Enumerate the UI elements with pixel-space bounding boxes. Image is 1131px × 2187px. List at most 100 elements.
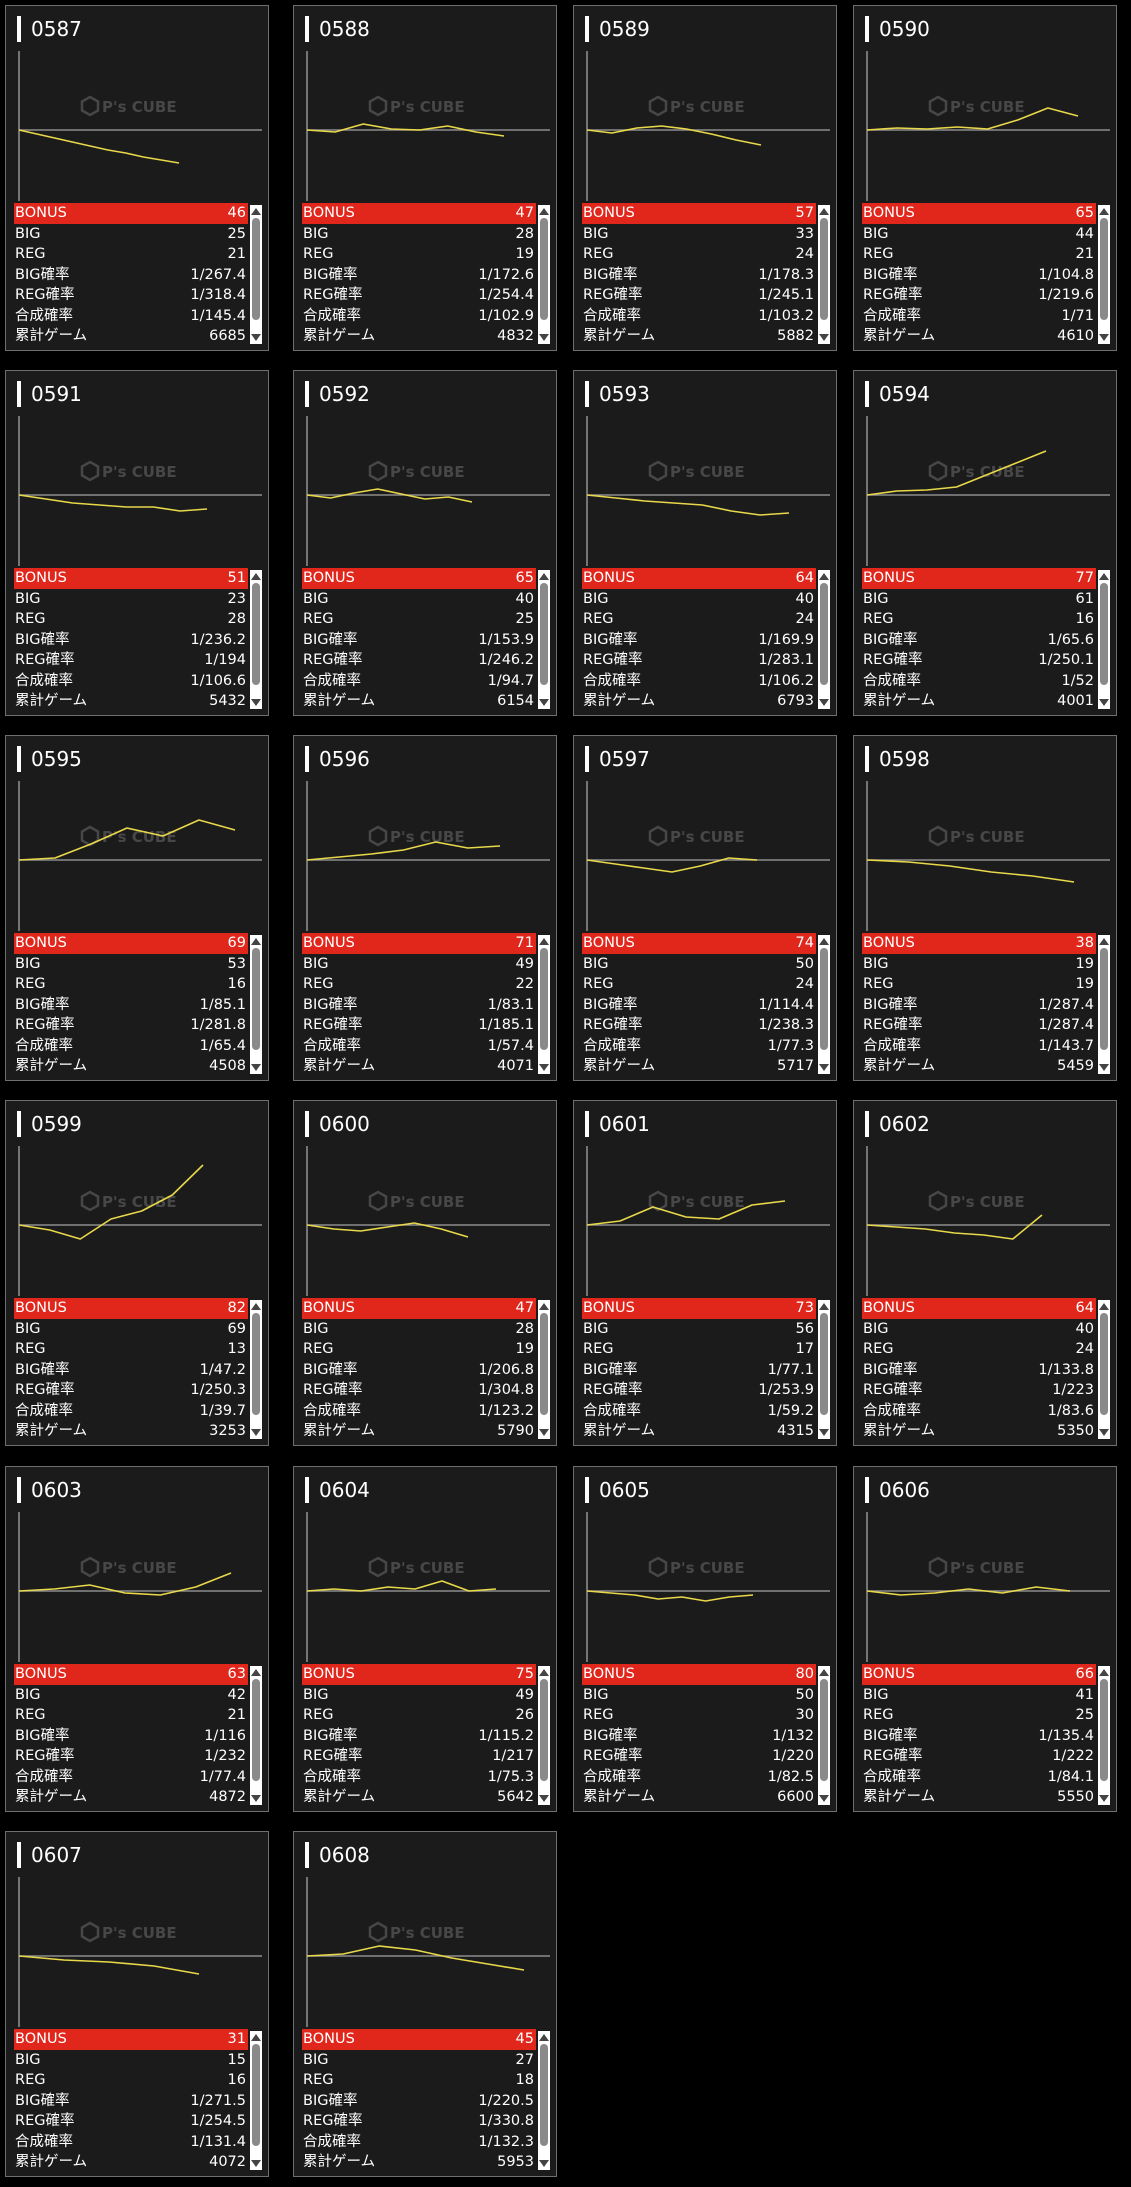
scroll-up-arrow-icon[interactable] bbox=[819, 938, 829, 945]
scroll-down-arrow-icon[interactable] bbox=[1099, 699, 1109, 706]
stats-scrollbar[interactable] bbox=[818, 570, 830, 709]
scroll-thumb[interactable] bbox=[252, 218, 260, 320]
scroll-thumb[interactable] bbox=[252, 1313, 260, 1415]
scroll-up-arrow-icon[interactable] bbox=[251, 573, 261, 580]
scroll-down-arrow-icon[interactable] bbox=[251, 699, 261, 706]
scroll-thumb[interactable] bbox=[540, 1313, 548, 1415]
stats-scrollbar[interactable] bbox=[250, 935, 262, 1074]
stats-scrollbar[interactable] bbox=[818, 1666, 830, 1805]
machine-card[interactable]: 0591 P's CUBE BONUS 51 BIG 23 REG 28 BIG確率 1/236.… bbox=[5, 370, 269, 716]
machine-card[interactable]: 0608 P's CUBE BONUS 45 BIG 27 REG 18 BIG確率 1/220.… bbox=[293, 1831, 557, 2177]
scroll-up-arrow-icon[interactable] bbox=[539, 1303, 549, 1310]
scroll-up-arrow-icon[interactable] bbox=[1099, 208, 1109, 215]
scroll-down-arrow-icon[interactable] bbox=[819, 1795, 829, 1802]
scroll-up-arrow-icon[interactable] bbox=[539, 208, 549, 215]
machine-card[interactable]: 0607 P's CUBE BONUS 31 BIG 15 REG 16 BIG確率 1/271.… bbox=[5, 1831, 269, 2177]
scroll-up-arrow-icon[interactable] bbox=[1099, 938, 1109, 945]
scroll-down-arrow-icon[interactable] bbox=[539, 2160, 549, 2167]
machine-card[interactable]: 0589 P's CUBE BONUS 57 BIG 33 REG 24 BIG確率 1/178.… bbox=[573, 5, 837, 351]
scroll-thumb[interactable] bbox=[540, 1679, 548, 1781]
machine-card[interactable]: 0588 P's CUBE BONUS 47 BIG 28 REG 19 BIG確率 1/172.… bbox=[293, 5, 557, 351]
scroll-up-arrow-icon[interactable] bbox=[251, 1303, 261, 1310]
scroll-thumb[interactable] bbox=[252, 2044, 260, 2146]
scroll-down-arrow-icon[interactable] bbox=[251, 1064, 261, 1071]
scroll-down-arrow-icon[interactable] bbox=[251, 1429, 261, 1436]
scroll-down-arrow-icon[interactable] bbox=[539, 699, 549, 706]
machine-card[interactable]: 0604 P's CUBE BONUS 75 BIG 49 REG 26 BIG確率 1/115.… bbox=[293, 1466, 557, 1812]
scroll-down-arrow-icon[interactable] bbox=[1099, 1429, 1109, 1436]
stats-scrollbar[interactable] bbox=[818, 1300, 830, 1439]
stats-scrollbar[interactable] bbox=[538, 570, 550, 709]
scroll-up-arrow-icon[interactable] bbox=[539, 938, 549, 945]
machine-card[interactable]: 0594 P's CUBE BONUS 77 BIG 61 REG 16 BIG確率 1/65.6… bbox=[853, 370, 1117, 716]
machine-card[interactable]: 0599 P's CUBE BONUS 82 BIG 69 REG 13 BIG確率 1/47.2… bbox=[5, 1100, 269, 1446]
stats-scrollbar[interactable] bbox=[250, 1666, 262, 1805]
stats-scrollbar[interactable] bbox=[1098, 1666, 1110, 1805]
scroll-down-arrow-icon[interactable] bbox=[819, 1429, 829, 1436]
scroll-down-arrow-icon[interactable] bbox=[539, 1429, 549, 1436]
scroll-thumb[interactable] bbox=[540, 583, 548, 685]
machine-card[interactable]: 0598 P's CUBE BONUS 38 BIG 19 REG 19 BIG確率 1/287.… bbox=[853, 735, 1117, 1081]
stats-scrollbar[interactable] bbox=[538, 205, 550, 344]
stats-scrollbar[interactable] bbox=[538, 935, 550, 1074]
machine-card[interactable]: 0587 P's CUBE BONUS 46 BIG 25 REG 21 BIG確率 1/267.… bbox=[5, 5, 269, 351]
scroll-thumb[interactable] bbox=[1100, 583, 1108, 685]
scroll-thumb[interactable] bbox=[540, 2044, 548, 2146]
machine-card[interactable]: 0606 P's CUBE BONUS 66 BIG 41 REG 25 BIG確率 1/135.… bbox=[853, 1466, 1117, 1812]
stats-scrollbar[interactable] bbox=[250, 2031, 262, 2170]
machine-card[interactable]: 0592 P's CUBE BONUS 65 BIG 40 REG 25 BIG確率 1/153.… bbox=[293, 370, 557, 716]
scroll-down-arrow-icon[interactable] bbox=[251, 1795, 261, 1802]
stats-scrollbar[interactable] bbox=[818, 935, 830, 1074]
scroll-up-arrow-icon[interactable] bbox=[539, 573, 549, 580]
machine-card[interactable]: 0600 P's CUBE BONUS 47 BIG 28 REG 19 BIG確率 1/206.… bbox=[293, 1100, 557, 1446]
stats-scrollbar[interactable] bbox=[1098, 935, 1110, 1074]
scroll-up-arrow-icon[interactable] bbox=[539, 1669, 549, 1676]
stats-scrollbar[interactable] bbox=[1098, 205, 1110, 344]
scroll-thumb[interactable] bbox=[820, 1313, 828, 1415]
scroll-down-arrow-icon[interactable] bbox=[251, 334, 261, 341]
machine-card[interactable]: 0590 P's CUBE BONUS 65 BIG 44 REG 21 BIG確率 1/104.… bbox=[853, 5, 1117, 351]
scroll-thumb[interactable] bbox=[1100, 1313, 1108, 1415]
scroll-down-arrow-icon[interactable] bbox=[539, 334, 549, 341]
stats-scrollbar[interactable] bbox=[250, 1300, 262, 1439]
machine-card[interactable]: 0597 P's CUBE BONUS 74 BIG 50 REG 24 BIG確率 1/114.… bbox=[573, 735, 837, 1081]
machine-card[interactable]: 0593 P's CUBE BONUS 64 BIG 40 REG 24 BIG確率 1/169.… bbox=[573, 370, 837, 716]
scroll-thumb[interactable] bbox=[540, 218, 548, 320]
machine-card[interactable]: 0595 P's CUBE BONUS 69 BIG 53 REG 16 BIG確率 1/85.1… bbox=[5, 735, 269, 1081]
machine-card[interactable]: 0602 P's CUBE BONUS 64 BIG 40 REG 24 BIG確率 1/133.… bbox=[853, 1100, 1117, 1446]
scroll-up-arrow-icon[interactable] bbox=[1099, 573, 1109, 580]
scroll-down-arrow-icon[interactable] bbox=[1099, 1064, 1109, 1071]
scroll-thumb[interactable] bbox=[1100, 218, 1108, 320]
machine-card[interactable]: 0596 P's CUBE BONUS 71 BIG 49 REG 22 BIG確率 1/83.1… bbox=[293, 735, 557, 1081]
scroll-up-arrow-icon[interactable] bbox=[251, 938, 261, 945]
scroll-down-arrow-icon[interactable] bbox=[1099, 1795, 1109, 1802]
scroll-thumb[interactable] bbox=[820, 583, 828, 685]
stats-scrollbar[interactable] bbox=[538, 1300, 550, 1439]
stats-scrollbar[interactable] bbox=[250, 205, 262, 344]
scroll-down-arrow-icon[interactable] bbox=[1099, 334, 1109, 341]
scroll-up-arrow-icon[interactable] bbox=[1099, 1669, 1109, 1676]
scroll-up-arrow-icon[interactable] bbox=[251, 2034, 261, 2041]
scroll-up-arrow-icon[interactable] bbox=[251, 208, 261, 215]
scroll-thumb[interactable] bbox=[820, 1679, 828, 1781]
scroll-thumb[interactable] bbox=[540, 948, 548, 1050]
stats-scrollbar[interactable] bbox=[818, 205, 830, 344]
scroll-up-arrow-icon[interactable] bbox=[819, 1669, 829, 1676]
scroll-down-arrow-icon[interactable] bbox=[819, 1064, 829, 1071]
scroll-down-arrow-icon[interactable] bbox=[539, 1064, 549, 1071]
scroll-down-arrow-icon[interactable] bbox=[251, 2160, 261, 2167]
scroll-down-arrow-icon[interactable] bbox=[539, 1795, 549, 1802]
scroll-thumb[interactable] bbox=[820, 948, 828, 1050]
scroll-thumb[interactable] bbox=[1100, 948, 1108, 1050]
stats-scrollbar[interactable] bbox=[250, 570, 262, 709]
stats-scrollbar[interactable] bbox=[538, 2031, 550, 2170]
scroll-up-arrow-icon[interactable] bbox=[251, 1669, 261, 1676]
scroll-up-arrow-icon[interactable] bbox=[1099, 1303, 1109, 1310]
scroll-thumb[interactable] bbox=[252, 948, 260, 1050]
machine-card[interactable]: 0605 P's CUBE BONUS 80 BIG 50 REG 30 BIG確率 1/132 R… bbox=[573, 1466, 837, 1812]
stats-scrollbar[interactable] bbox=[1098, 1300, 1110, 1439]
machine-card[interactable]: 0603 P's CUBE BONUS 63 BIG 42 REG 21 BIG確率 1/116 R… bbox=[5, 1466, 269, 1812]
scroll-thumb[interactable] bbox=[820, 218, 828, 320]
stats-scrollbar[interactable] bbox=[538, 1666, 550, 1805]
machine-card[interactable]: 0601 P's CUBE BONUS 73 BIG 56 REG 17 BIG確率 1/77.1… bbox=[573, 1100, 837, 1446]
